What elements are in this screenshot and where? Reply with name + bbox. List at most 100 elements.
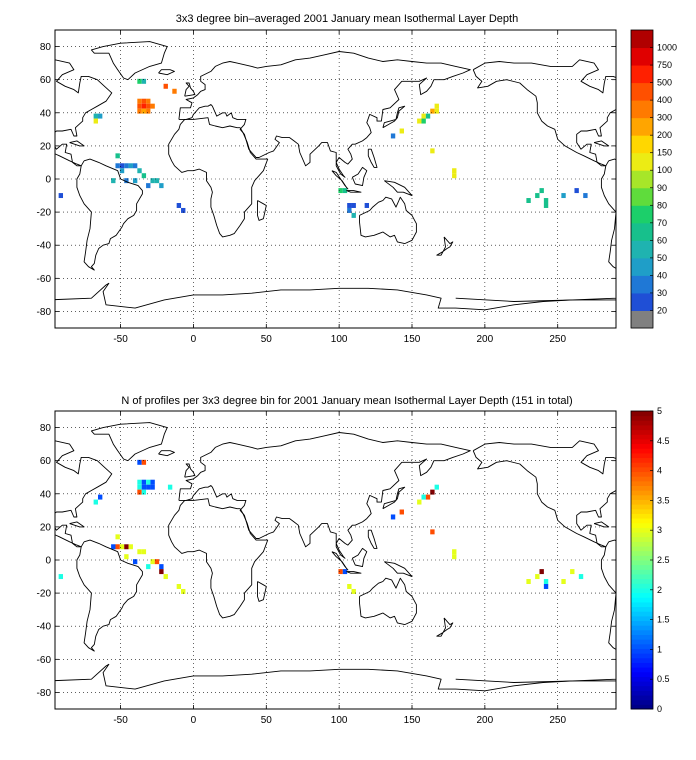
colorbar-label: 90 [657, 183, 667, 193]
data-bin [132, 178, 138, 184]
colorbar-swatch [631, 448, 653, 454]
data-bin [146, 564, 151, 570]
colorbar-swatch [631, 117, 653, 136]
y-tick-label: 80 [40, 423, 52, 434]
colorbar-swatch [631, 187, 653, 206]
colorbar-label: 1 [657, 644, 662, 654]
data-bin [364, 203, 370, 208]
colorbar-swatch [631, 222, 653, 241]
colorbar-label: 5 [657, 406, 662, 416]
data-bin [351, 212, 356, 218]
y-tick-label: 40 [40, 489, 52, 500]
coastline [367, 529, 378, 549]
data-bin [97, 113, 103, 119]
data-bin [137, 98, 142, 104]
data-bin [93, 113, 98, 119]
bin-layer [58, 78, 588, 218]
colorbar-label: 70 [657, 218, 667, 228]
data-bin [578, 574, 584, 580]
colorbar-swatch [631, 667, 653, 673]
colorbar-swatch [631, 704, 653, 710]
colorbar-swatch [631, 476, 653, 482]
colorbar-swatch [631, 532, 653, 538]
data-bin [342, 569, 348, 575]
coastline [55, 282, 616, 311]
colorbar-swatch [631, 625, 653, 631]
coastline [90, 422, 168, 462]
colorbar-label: 20 [657, 305, 667, 315]
data-bin [132, 559, 138, 565]
colorbar: 0 0.5 1 1.5 2 2.5 3 3.5 4 4.5 5 [630, 406, 670, 714]
colorbar-label: 1000 [657, 43, 677, 53]
colorbar-label: 50 [657, 253, 667, 263]
data-bin [141, 173, 147, 179]
colorbar-swatch [631, 606, 653, 612]
x-tick-label: 0 [191, 715, 197, 726]
colorbar-label: 300 [657, 113, 672, 123]
colorbar-swatch [631, 601, 653, 608]
y-tick-label: 0 [45, 175, 51, 186]
y-tick-label: 20 [40, 522, 52, 533]
coastline [331, 170, 349, 190]
colorbar-swatch [631, 494, 653, 500]
y-tick-label: 60 [40, 75, 52, 86]
data-bin [119, 544, 125, 550]
coastline [158, 450, 175, 457]
colorbar-swatch [631, 578, 653, 584]
data-bin [150, 178, 155, 184]
data-bin [583, 193, 588, 199]
colorbar-swatch [631, 257, 653, 276]
colorbar-swatch [631, 420, 653, 426]
data-bin [430, 489, 435, 495]
data-bin [119, 163, 125, 169]
colorbar-swatch [631, 536, 653, 542]
coastline [158, 69, 175, 76]
data-bin [167, 484, 173, 490]
colorbar-label: 3 [657, 525, 662, 535]
data-bin [154, 559, 160, 565]
colorbar-swatch [631, 438, 653, 445]
colorbar-swatch [631, 569, 653, 575]
axis-ticks: -50 0 50 100 150 200 250 -80 -60 -40 -20 0 20 40 60 80 [37, 30, 616, 345]
data-bin [430, 529, 435, 535]
colorbar-swatch [631, 499, 653, 505]
y-tick-label: -20 [37, 589, 52, 600]
coastline [367, 148, 378, 168]
x-tick-label: 200 [477, 334, 494, 345]
colorbar-swatch [631, 639, 653, 645]
colorbar-swatch [631, 411, 653, 417]
coastline [351, 166, 368, 187]
colorbar-swatch [631, 634, 653, 640]
x-tick-label: 100 [331, 334, 348, 345]
data-bin [425, 494, 431, 500]
y-tick-label: 0 [45, 556, 51, 567]
data-bin [434, 484, 439, 490]
data-bin [176, 584, 182, 589]
colorbar-swatch [631, 592, 653, 598]
profile-count-panel: N of profiles per 3x3 degree bin for 200… [37, 395, 670, 726]
data-bin [141, 78, 147, 84]
colorbar-swatch [631, 443, 653, 449]
colorbar-swatch [631, 170, 653, 189]
data-bin [150, 484, 155, 490]
data-bin [137, 103, 142, 109]
coastline [55, 440, 113, 548]
coastline [436, 617, 454, 637]
coastline [359, 577, 417, 626]
data-bin [128, 163, 133, 169]
data-bin [570, 569, 575, 575]
data-bin [176, 203, 182, 208]
coastline [600, 158, 616, 269]
data-bin [181, 207, 186, 213]
data-bin [154, 178, 160, 184]
colorbar-swatch [631, 597, 653, 603]
x-tick-label: 150 [404, 715, 421, 726]
colorbar-label: 4 [657, 466, 662, 476]
coastline [69, 521, 85, 528]
data-bin [124, 544, 129, 550]
colorbar-swatch [631, 65, 653, 84]
data-bin [111, 544, 116, 550]
coastline [382, 105, 406, 129]
coastline [436, 236, 454, 256]
colorbar-label: 400 [657, 95, 672, 105]
